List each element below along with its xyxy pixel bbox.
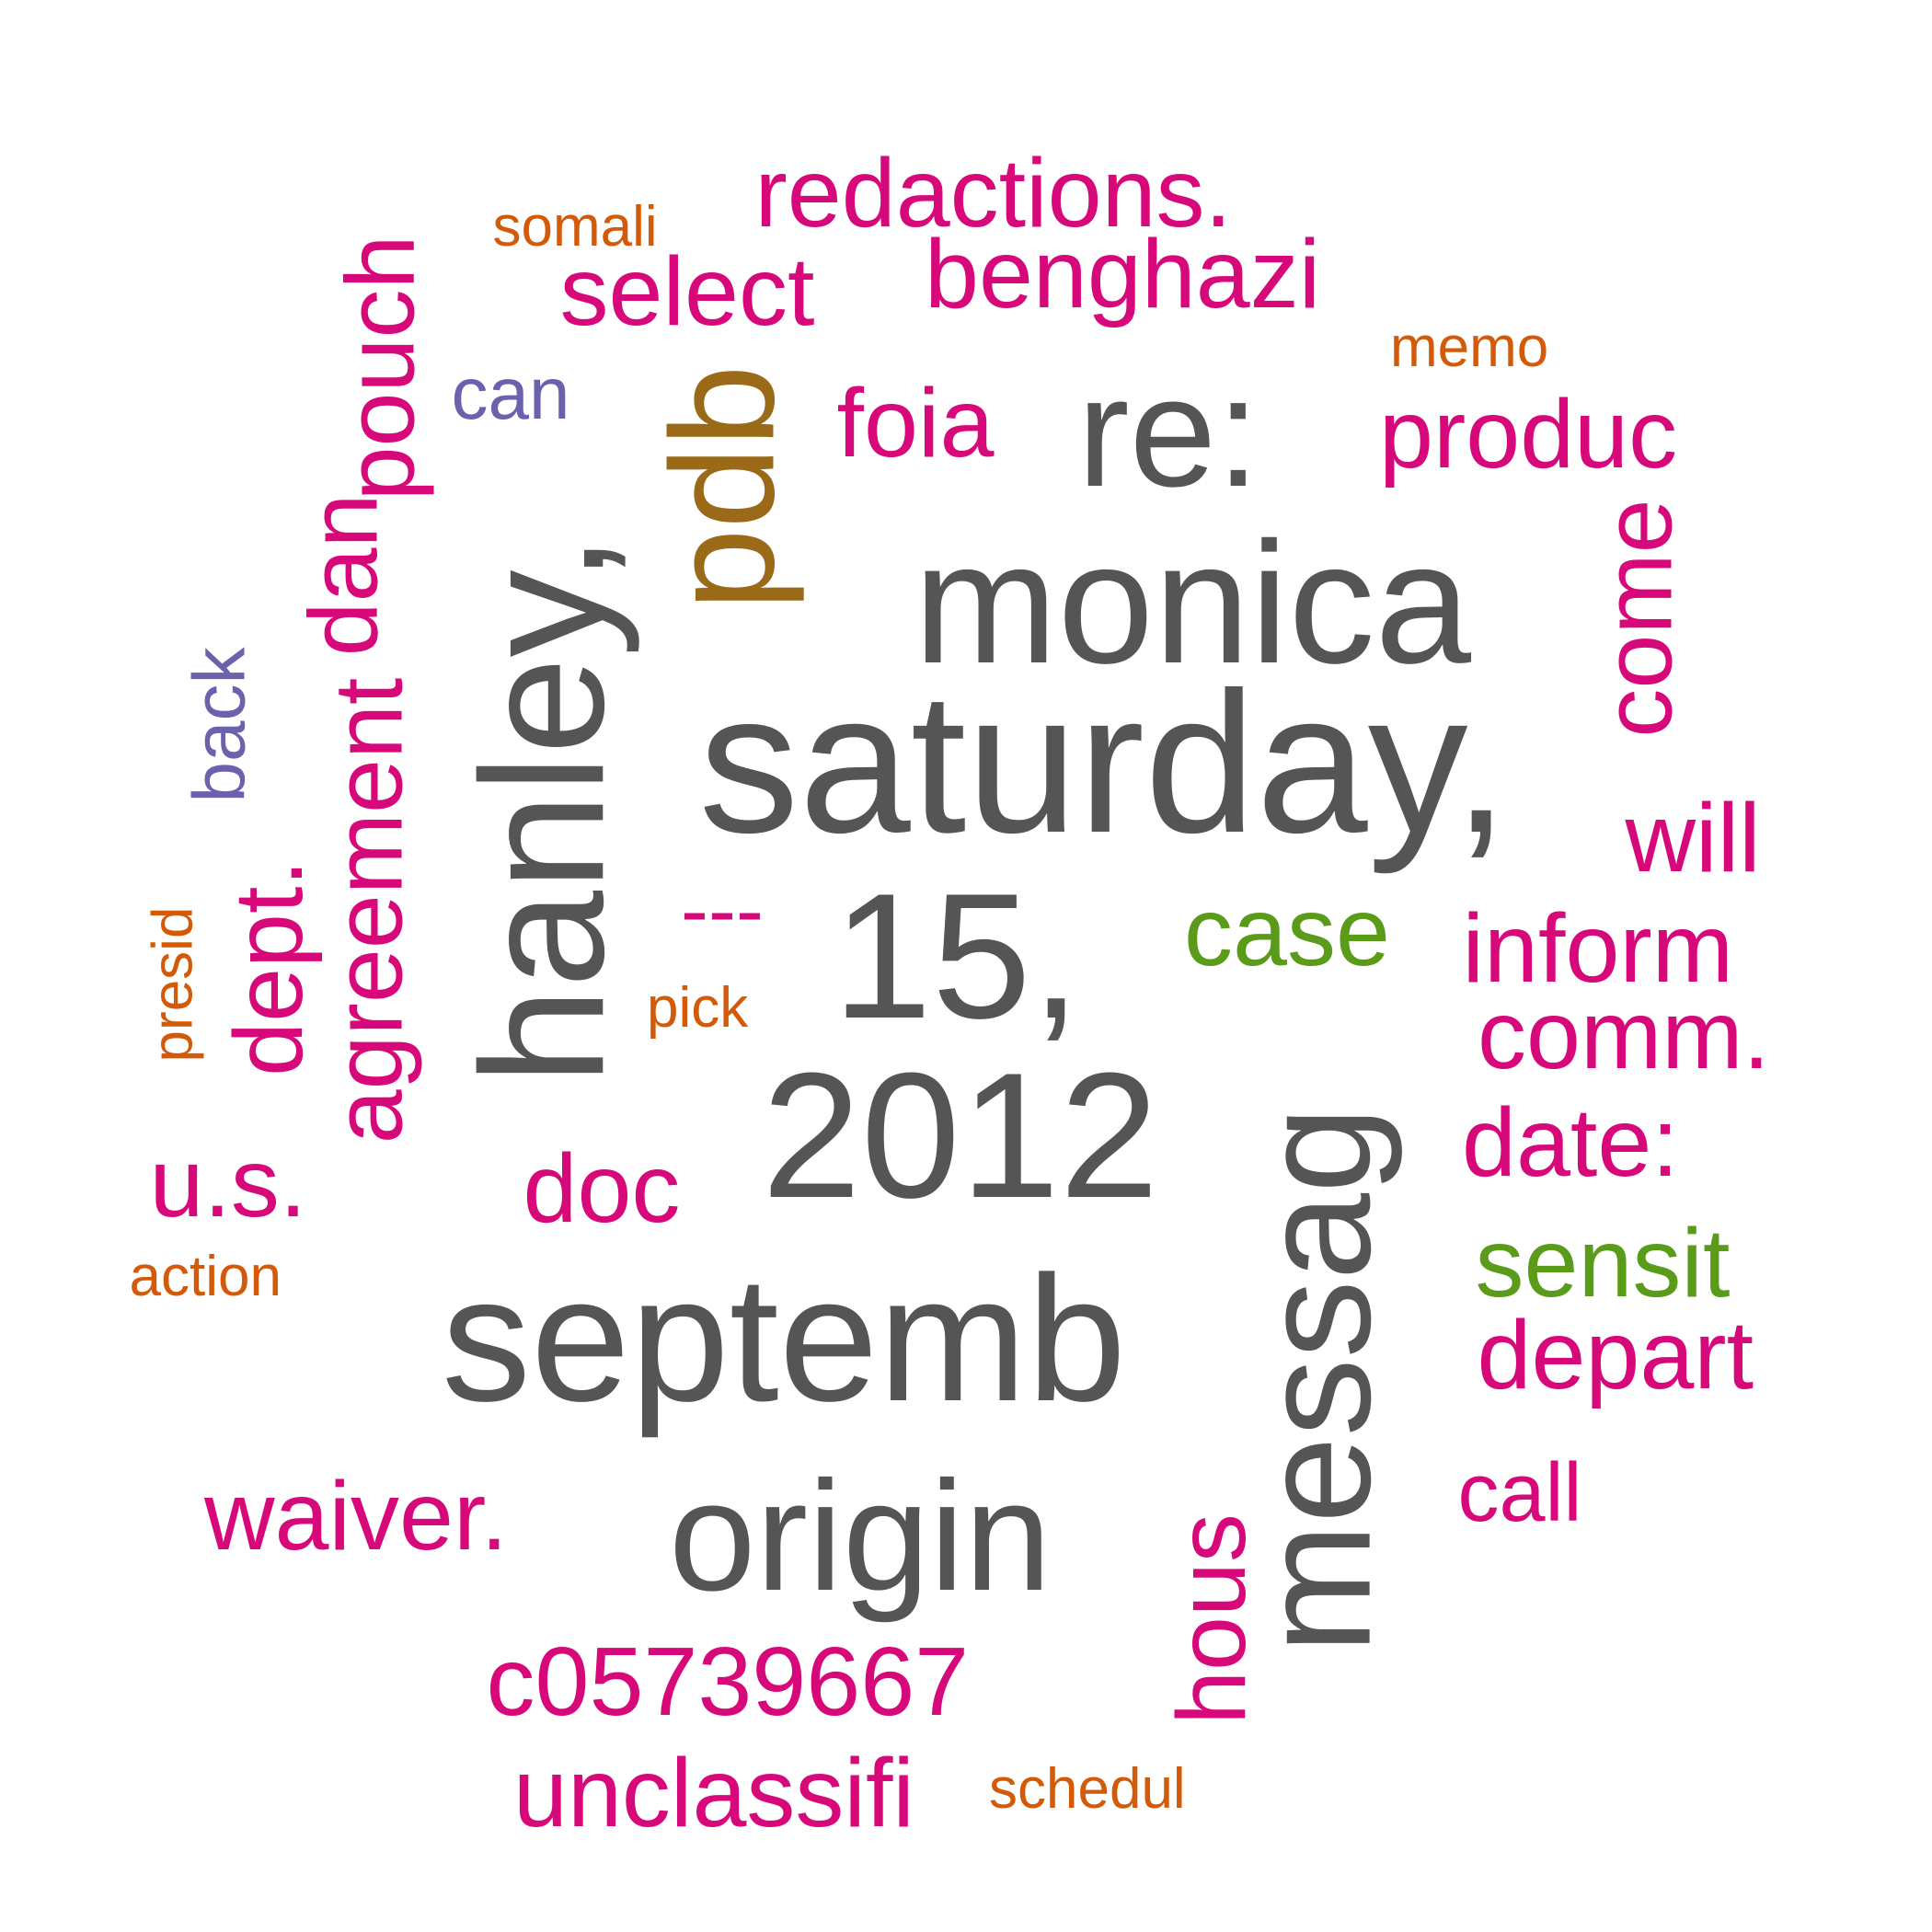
word-dept: dept. [213,859,323,1076]
word-presid: presid [140,906,204,1063]
word-comm: comm. [1478,981,1770,1089]
word-doc: doc [523,1134,681,1243]
word-origin: origin [669,1449,1052,1624]
word-c05739667: c05739667 [486,1627,970,1736]
word-action: action [129,1245,282,1308]
word-case: case [1184,878,1390,986]
word-dashes: --- [681,865,764,957]
word-agreement: agreement [313,677,422,1144]
word-select: select [559,237,815,346]
word-memo: memo [1390,316,1549,379]
word-produc: produc [1379,380,1678,489]
word-waiver: waiver. [204,1462,508,1570]
word-hanley: hanley, [444,534,640,1086]
word-foia: foia [836,369,995,477]
word-sensit: sensit [1475,1209,1731,1317]
word-somali: somali [492,195,658,259]
word-benghazi: benghazi [925,220,1321,328]
word-15: 15, [833,857,1081,1056]
word-date: date: [1462,1088,1679,1197]
word-pouch: pouch [325,235,434,501]
word-monica: monica [914,506,1472,699]
word-back: back [177,647,259,803]
word-unclassifi: unclassifi [513,1739,914,1847]
word-redactions: redactions. [754,139,1233,247]
word-call: call [1457,1447,1582,1539]
word-us: u.s. [149,1129,307,1237]
word-pick: pick [647,976,749,1040]
word-can: can [451,352,570,434]
word-septemb: septemb [442,1239,1127,1439]
word-pdb: pdb [638,364,804,611]
word-re: re: [1077,345,1260,520]
word-come: come [1583,499,1693,738]
word-schedul: schedul [989,1757,1186,1821]
word-saturday: saturday, [698,651,1510,875]
word-dan: dan [288,493,397,657]
word-2012: 2012 [762,1036,1159,1236]
word-hous: hous [1156,1513,1266,1725]
word-depart: depart [1477,1301,1754,1409]
word-inform: inform [1462,894,1734,1003]
word-will: will [1625,784,1761,892]
